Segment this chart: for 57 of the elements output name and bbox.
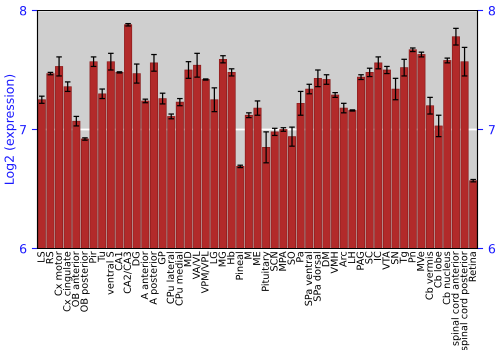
x-tick-label: SPa dorsal — [313, 252, 321, 302]
x-tick-label: OB anterior — [72, 251, 80, 307]
y2-tick-label: 7 — [488, 125, 495, 134]
x-tick-label: OB posterior — [80, 251, 90, 312]
x-tick-label: LH — [348, 252, 356, 264]
x-tick-label: Hb — [226, 252, 234, 264]
y-tick-label: 8 — [20, 6, 26, 16]
x-tick-label: SN — [391, 252, 398, 264]
x-tick-label: MPA — [278, 251, 286, 271]
x-tick-label: IC — [374, 252, 382, 260]
x-tick-label: Cb lobe — [434, 252, 442, 288]
x-tick-label: Arc — [339, 252, 347, 267]
x-tick-label: LG — [210, 252, 218, 264]
x-tick-label: ME — [253, 252, 260, 265]
x-tick-label: SO — [287, 252, 295, 264]
x-tick-label: Pir — [88, 251, 96, 263]
x-tick-label: MG — [218, 252, 226, 266]
y2-tick-label: 8 — [488, 6, 496, 16]
x-tick-label: VTA — [382, 251, 390, 270]
x-tick-label: PAG — [356, 252, 364, 270]
y-axis-title: Log2 (expression) — [4, 74, 16, 184]
x-tick-label: Pineal — [236, 252, 244, 280]
y2-tick-label: 6 — [488, 244, 496, 254]
x-tick-label: Tg — [400, 252, 409, 264]
x-tick-label: CA1 — [114, 252, 122, 270]
x-tick-label: Pn — [408, 252, 416, 262]
y-tick-label: 7 — [20, 125, 26, 134]
x-tick-label: A posterior — [149, 251, 159, 305]
x-tick-label: DG — [132, 252, 140, 266]
x-tick-label: Cb vermis — [425, 252, 433, 300]
x-tick-label: M — [244, 252, 252, 259]
x-tick-label: CPu medial — [175, 252, 183, 306]
x-tick-label: LS — [37, 252, 45, 262]
x-tick-label: Retina — [468, 252, 476, 282]
x-tick-label: MD — [184, 252, 192, 266]
x-tick-label: VPM/VPL — [201, 251, 210, 294]
x-tick-label: Pituitary — [261, 252, 271, 291]
x-tick-label: RS — [46, 252, 54, 264]
x-tick-label: ventral S — [106, 252, 114, 295]
x-tick-label: VMH — [330, 252, 338, 274]
x-tick-label: Cx motor — [54, 251, 62, 296]
x-tick-label: SC — [365, 252, 372, 264]
x-tick-label: Cx cingulate — [62, 252, 72, 312]
x-tick-label: SPa ventral — [304, 252, 312, 306]
x-tick-label: A anterior — [140, 251, 148, 300]
x-tick-label: Tu — [98, 252, 106, 262]
x-tick-label: MVe — [417, 252, 424, 271]
x-tick-label: SCN — [270, 252, 278, 271]
x-tick-label: Cb nucleus — [442, 252, 450, 304]
x-tick-label: CPu lateral — [166, 252, 174, 304]
x-tick-label: CA2/CA3 — [124, 252, 132, 294]
x-tick-label: DM — [322, 252, 330, 266]
x-tick-label: Pa — [296, 252, 304, 262]
x-tick-label: VA/VL — [192, 251, 201, 280]
x-tick-label: GP — [158, 252, 166, 264]
x-tick-label: spinal cord anterior — [451, 251, 461, 346]
y-tick-label: 6 — [20, 244, 26, 254]
